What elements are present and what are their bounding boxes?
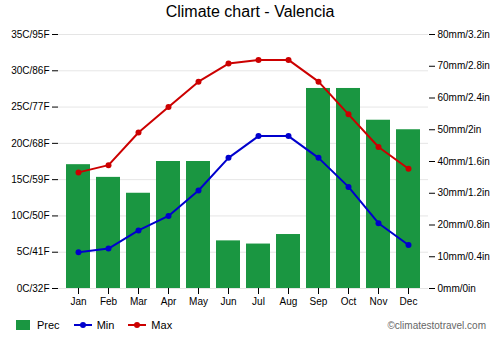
svg-text:30C/86F: 30C/86F <box>11 65 49 76</box>
svg-text:35C/95F: 35C/95F <box>11 29 49 40</box>
svg-text:50mm/2in: 50mm/2in <box>438 124 482 135</box>
svg-text:70mm/2.8in: 70mm/2.8in <box>438 60 490 71</box>
svg-text:60mm/2.4in: 60mm/2.4in <box>438 92 490 103</box>
svg-text:0C/32F: 0C/32F <box>17 283 50 294</box>
svg-text:10C/50F: 10C/50F <box>11 210 49 221</box>
html-text:Max: Max <box>151 319 173 331</box>
svg-text:20C/68F: 20C/68F <box>11 138 49 149</box>
svg-text:Aug: Aug <box>280 296 298 307</box>
svg-text:Nov: Nov <box>370 296 388 307</box>
svg-text:30mm/1.2in: 30mm/1.2in <box>438 187 490 198</box>
svg-text:20mm/0.8in: 20mm/0.8in <box>438 219 490 230</box>
html-text:Prec: Prec <box>37 319 60 331</box>
svg-text:Jul: Jul <box>252 296 265 307</box>
svg-text:0mm/0in: 0mm/0in <box>438 283 476 294</box>
html-text:©climatestotravel.com: ©climatestotravel.com <box>387 319 486 331</box>
html-text:Climate chart - Valencia: Climate chart - Valencia <box>165 3 335 20</box>
svg-text:Apr: Apr <box>161 296 177 307</box>
svg-text:25C/77F: 25C/77F <box>11 101 49 112</box>
svg-text:15C/59F: 15C/59F <box>11 174 49 185</box>
svg-text:Feb: Feb <box>100 296 118 307</box>
svg-text:Jun: Jun <box>220 296 236 307</box>
html-text:Min: Min <box>96 319 115 331</box>
svg-text:Jan: Jan <box>70 296 86 307</box>
svg-text:5C/41F: 5C/41F <box>17 246 50 257</box>
svg-text:Sep: Sep <box>310 296 328 307</box>
svg-text:Mar: Mar <box>130 296 148 307</box>
svg-text:Oct: Oct <box>341 296 357 307</box>
svg-text:Dec: Dec <box>400 296 418 307</box>
svg-text:40mm/1.6in: 40mm/1.6in <box>438 156 490 167</box>
svg-text:May: May <box>189 296 208 307</box>
svg-text:10mm/0.4in: 10mm/0.4in <box>438 251 490 262</box>
svg-text:80mm/3.2in: 80mm/3.2in <box>438 29 490 40</box>
